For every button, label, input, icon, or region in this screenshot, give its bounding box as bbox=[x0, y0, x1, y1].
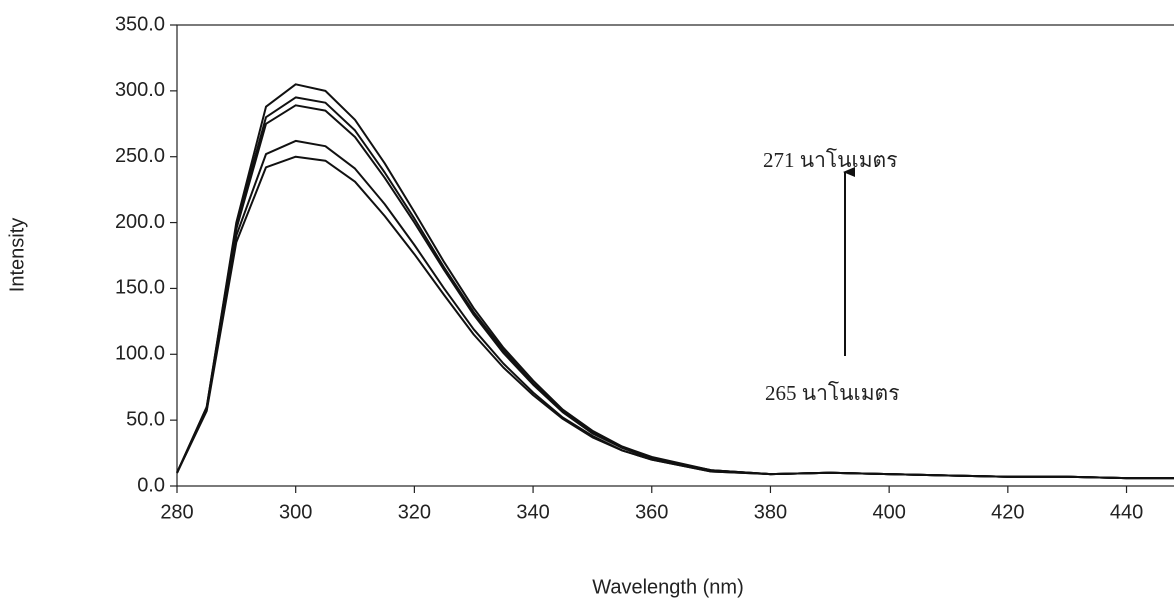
y-tick-label: 200.0 bbox=[115, 211, 165, 233]
x-tick-label: 420 bbox=[991, 501, 1024, 523]
x-tick-label: 300 bbox=[279, 501, 312, 523]
y-tick-label: 50.0 bbox=[126, 408, 165, 430]
x-tick-label: 360 bbox=[635, 501, 668, 523]
y-tick-label: 150.0 bbox=[115, 277, 165, 299]
y-axis-label: Intensity bbox=[6, 218, 28, 292]
x-tick-label: 400 bbox=[872, 501, 905, 523]
x-tick-label: 340 bbox=[516, 501, 549, 523]
x-axis-label: Wavelength (nm) bbox=[592, 576, 744, 598]
annotation: 271 นาโนเมตร bbox=[763, 148, 897, 172]
x-tick-label: 320 bbox=[398, 501, 431, 523]
y-tick-label: 100.0 bbox=[115, 343, 165, 365]
x-tick-label: 280 bbox=[160, 501, 193, 523]
y-tick-label: 350.0 bbox=[115, 13, 165, 35]
spectrum-line bbox=[176, 139, 1174, 480]
spectrum-line bbox=[176, 155, 1174, 480]
spectrum-line bbox=[176, 83, 1174, 480]
x-tick-label: 440 bbox=[1110, 501, 1143, 523]
y-tick-label: 0.0 bbox=[137, 474, 165, 496]
y-tick-label: 300.0 bbox=[115, 79, 165, 101]
x-tick-label: 380 bbox=[754, 501, 787, 523]
spectrum-line bbox=[176, 96, 1174, 480]
y-tick-label: 250.0 bbox=[115, 145, 165, 167]
annotation: 265 นาโนเมตร bbox=[765, 381, 899, 405]
plot-frame bbox=[176, 24, 1174, 487]
